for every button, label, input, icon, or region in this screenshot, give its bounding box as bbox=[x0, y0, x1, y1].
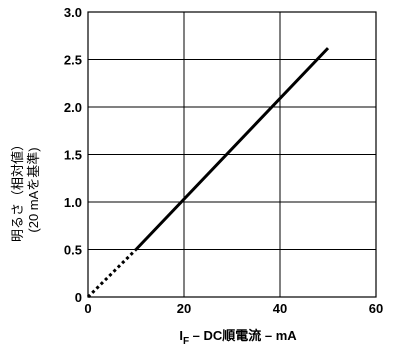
x-tick-label: 60 bbox=[369, 301, 383, 316]
y-axis-title-line-1: 明るさ（相対値） bbox=[10, 138, 25, 242]
x-tick-label: 20 bbox=[177, 301, 191, 316]
series-line-dotted bbox=[86, 248, 138, 299]
y-tick-label: 2.5 bbox=[64, 53, 82, 68]
x-axis-title-subscript: F bbox=[183, 336, 189, 347]
plot-frame bbox=[87, 11, 377, 298]
y-axis-title-line-2: (20 mAを基準) bbox=[26, 147, 41, 232]
series-layer bbox=[86, 47, 330, 299]
y-tick-labels: 0 0.5 1.0 1.5 2.0 2.5 3.0 bbox=[64, 5, 82, 305]
y-tick-label: 1.0 bbox=[64, 195, 82, 210]
x-axis-title-rest: – DC順電流 – mA bbox=[189, 328, 297, 343]
y-tick-label: 0 bbox=[75, 290, 82, 305]
x-tick-label: 40 bbox=[273, 301, 287, 316]
x-axis-title: IF – DC順電流 – mA bbox=[179, 328, 297, 347]
y-tick-label: 3.0 bbox=[64, 5, 82, 20]
y-tick-label: 2.0 bbox=[64, 100, 82, 115]
x-axis-title-prefix: I bbox=[179, 328, 183, 343]
series-line-solid bbox=[134, 47, 330, 251]
x-tick-labels: 0 20 40 60 bbox=[84, 301, 383, 316]
y-tick-label: 0.5 bbox=[64, 243, 82, 258]
y-tick-label: 1.5 bbox=[64, 148, 82, 163]
x-tick-label: 0 bbox=[84, 301, 91, 316]
